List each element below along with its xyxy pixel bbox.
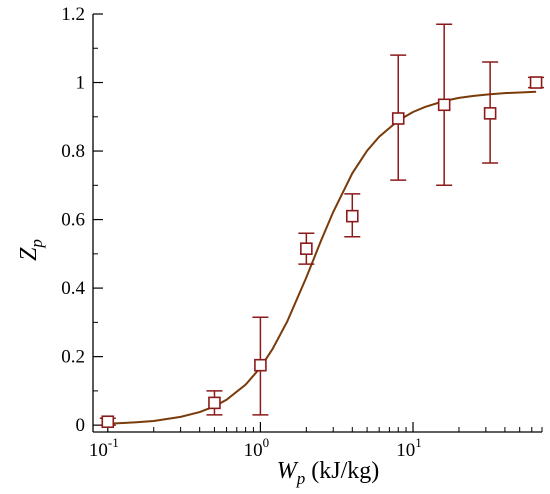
square-marker [345,209,359,223]
square-marker [208,396,221,410]
y-axis-title: Zp [16,239,46,261]
square-marker [101,415,115,429]
y-tick-label: 1.2 [61,4,85,25]
fitted-curve [107,90,537,425]
data-point [390,54,407,181]
x-tick-label: 100 [244,435,270,461]
data-point [436,23,453,187]
data-point [206,390,223,416]
x-tick-label: 101 [396,435,422,461]
fit-line [107,90,537,425]
square-marker [437,98,451,112]
square-marker [391,112,405,125]
y-tick-label: 0.2 [61,347,85,368]
y-tick-label: 0.6 [61,210,85,231]
y-tick-label: 1 [76,73,86,94]
square-marker [254,358,267,372]
square-marker [483,107,497,120]
y-tick-label: 0 [76,415,86,436]
data-points [99,23,545,429]
data-point [344,193,361,238]
data-point [252,316,269,416]
y-tick-label: 0.4 [61,278,85,299]
square-marker [300,242,313,255]
data-point [528,76,545,89]
x-tick-label: 10-1 [89,435,119,461]
data-point [482,61,499,164]
x-axis-title: Wp (kJ/kg) [277,458,380,488]
data-point [99,415,116,429]
y-tick-label: 0.8 [61,141,85,162]
data-point [298,232,315,265]
square-marker [529,76,543,89]
axis-ticks: 0 0.2 0.4 0.6 0.8 1 1.2 10-1 100 101 [61,4,543,461]
